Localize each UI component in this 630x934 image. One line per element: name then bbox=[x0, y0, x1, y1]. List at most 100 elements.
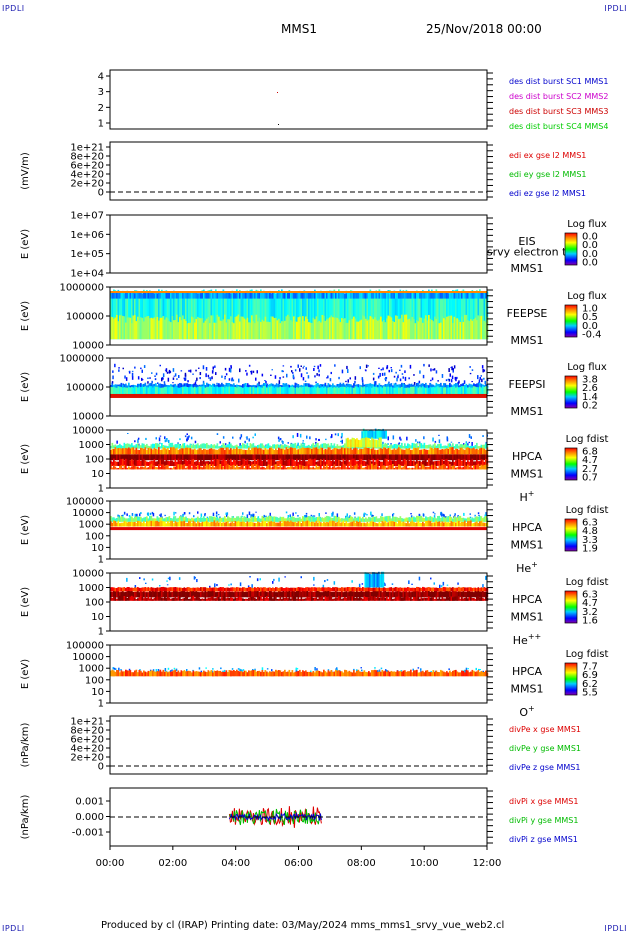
p4-band1-cell bbox=[261, 292, 264, 299]
p8-band1-cell bbox=[401, 592, 403, 598]
p6-band1-cell bbox=[207, 449, 210, 455]
p6-band1-cell bbox=[302, 447, 304, 455]
p9-speckle bbox=[113, 667, 116, 670]
p8-band1-cell bbox=[312, 592, 315, 598]
p4-band0-cell bbox=[131, 293, 133, 340]
p6-band2-cell bbox=[275, 454, 277, 461]
p8-band1-cell bbox=[300, 591, 303, 598]
p6-band2-cell bbox=[426, 454, 429, 461]
p7-band1-cell bbox=[161, 521, 163, 527]
p8-band1-cell bbox=[168, 591, 171, 598]
p8-band2-cell bbox=[243, 598, 246, 601]
p8-band2-cell bbox=[204, 596, 207, 601]
p8-band0-cell bbox=[370, 574, 373, 588]
p6-band0-cell bbox=[416, 443, 418, 449]
p4-band2-cell bbox=[260, 321, 262, 340]
p5-speckle bbox=[239, 368, 241, 373]
p7-speckle bbox=[474, 514, 476, 517]
p6-band1-cell bbox=[167, 447, 169, 455]
p6-band3-cell bbox=[366, 459, 369, 466]
p8-band2-cell bbox=[234, 597, 237, 601]
p6-band0-cell bbox=[336, 444, 339, 449]
p6-band3-cell bbox=[249, 461, 252, 466]
p5-band1-cell bbox=[468, 386, 471, 394]
p6-band2-cell bbox=[437, 454, 439, 461]
p6-band0-cell bbox=[185, 445, 187, 449]
p4-band0-cell bbox=[240, 292, 243, 340]
p8-band1-cell bbox=[125, 592, 127, 598]
p6-band0-cell bbox=[482, 444, 484, 449]
p6-ytick-label: 1000 bbox=[79, 440, 104, 451]
p6-band2-cell bbox=[305, 454, 307, 461]
p7-band1-cell bbox=[116, 522, 118, 527]
p8-band1-cell bbox=[333, 592, 336, 598]
p4-band2-cell bbox=[215, 322, 217, 340]
p6-band3-cell bbox=[213, 459, 216, 466]
p8-band0-cell bbox=[263, 587, 265, 592]
p6-band3-cell bbox=[458, 458, 460, 466]
p8-band0-cell bbox=[401, 587, 403, 592]
p9-band0-cell bbox=[114, 671, 117, 677]
p5-band1-cell bbox=[432, 387, 435, 394]
p4-band0-cell bbox=[206, 291, 208, 340]
p7-band1-cell bbox=[171, 520, 174, 527]
p5-band1-cell bbox=[117, 386, 120, 394]
p6-band3-cell bbox=[318, 460, 321, 466]
p4-band1-cell bbox=[236, 292, 238, 299]
p8-colorbar-title: Log fdist bbox=[566, 577, 609, 588]
p8-band1-cell bbox=[449, 591, 451, 598]
p5-band1-cell bbox=[123, 387, 126, 394]
p6-band2-cell bbox=[222, 454, 225, 461]
p5-speckle bbox=[161, 377, 163, 382]
p8-band2-cell bbox=[147, 595, 150, 601]
p8-band2-cell bbox=[179, 596, 181, 601]
p5-speckle bbox=[187, 380, 189, 383]
p8-band1-cell bbox=[464, 592, 466, 598]
p8-band0-cell bbox=[437, 588, 439, 592]
p6-band2-cell bbox=[320, 454, 322, 461]
p6-band1-cell bbox=[402, 449, 405, 455]
p7-band0-cell bbox=[117, 516, 120, 522]
p5-band1-cell bbox=[476, 387, 478, 394]
p5-band1-cell bbox=[125, 387, 127, 394]
p4-band1-cell bbox=[128, 291, 130, 299]
p8-band0-cell bbox=[425, 587, 427, 592]
p4-band2-cell bbox=[272, 316, 274, 340]
p7-band1-cell bbox=[452, 522, 454, 527]
p8-band2-cell bbox=[212, 596, 214, 601]
p5-band1-cell bbox=[243, 386, 246, 394]
p6-band2-cell bbox=[446, 454, 448, 461]
p8-band1-cell bbox=[171, 591, 174, 598]
p4-band1-cell bbox=[323, 291, 325, 299]
p6-band4-cell bbox=[339, 467, 342, 470]
p4-band1-cell bbox=[161, 292, 163, 299]
p8-band1-cell bbox=[365, 591, 367, 598]
p8-band1-cell bbox=[201, 591, 204, 598]
p6-band1-cell bbox=[422, 449, 424, 455]
p7-band0-cell bbox=[306, 517, 309, 522]
p4-band0-cell bbox=[260, 289, 262, 340]
p5-band1-cell bbox=[218, 387, 220, 394]
p7-band1-cell bbox=[351, 521, 354, 527]
p8-band0-cell bbox=[302, 587, 304, 592]
p7-band0-cell bbox=[176, 518, 178, 522]
p6-band2-cell bbox=[339, 454, 342, 461]
p6-band1-cell bbox=[177, 449, 180, 455]
p6-band3-cell bbox=[134, 458, 136, 466]
p8-ytick-label: 1000 bbox=[79, 583, 104, 594]
p4-band0-cell bbox=[152, 294, 154, 340]
p5-speckle bbox=[484, 380, 486, 385]
p6-band0-cell bbox=[314, 445, 316, 449]
p7-band0-cell bbox=[380, 516, 382, 522]
p4-band1-cell bbox=[393, 293, 396, 299]
p6-band4-cell bbox=[470, 465, 472, 470]
p9-band0-cell bbox=[348, 670, 351, 677]
p4-band1-cell bbox=[195, 292, 198, 299]
p7-band1-cell bbox=[371, 521, 373, 527]
p6-band0-cell bbox=[385, 430, 387, 439]
p4-band0-cell bbox=[416, 290, 418, 340]
p8-band2-cell bbox=[294, 596, 297, 601]
p5-speckle bbox=[112, 375, 114, 380]
p4-band2-cell bbox=[188, 323, 190, 340]
p5-band1-cell bbox=[186, 387, 189, 394]
